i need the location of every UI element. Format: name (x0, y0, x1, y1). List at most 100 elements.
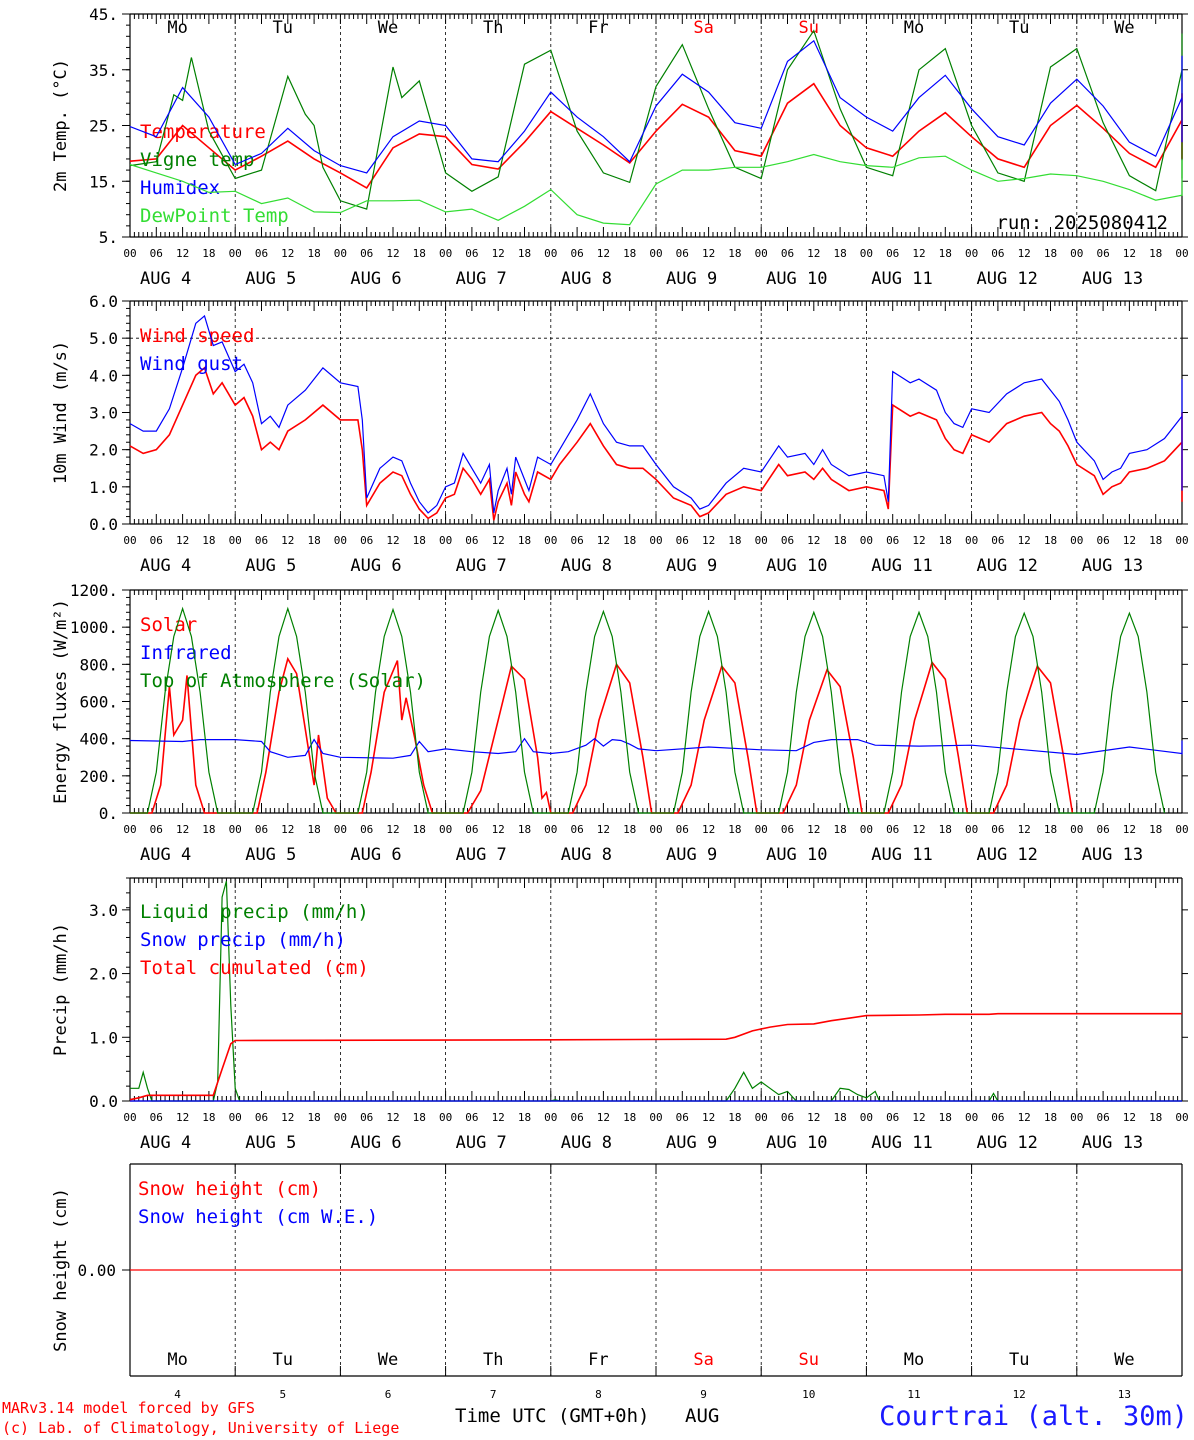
hour-tick-label: 18 (1044, 534, 1057, 547)
legend-entry: Vigne temp (140, 149, 254, 171)
hour-tick-label: 00 (649, 1111, 662, 1124)
date-label: AUG 12 (976, 1133, 1037, 1153)
y-tick-label: 15. (89, 172, 118, 191)
hour-tick-label: 12 (492, 534, 505, 547)
hour-tick-label: 12 (281, 1111, 294, 1124)
hour-tick-label: 12 (386, 534, 399, 547)
hour-tick-label: 18 (307, 1111, 320, 1124)
hour-tick-label: 06 (360, 1111, 373, 1124)
hour-tick-label: 00 (755, 1111, 768, 1124)
day-number: 4 (174, 1388, 181, 1401)
hour-tick-label: 00 (229, 1111, 242, 1124)
y-tick-label: 0.0 (89, 515, 118, 534)
day-name: Tu (1009, 1350, 1029, 1370)
date-label: AUG 9 (666, 556, 717, 576)
hour-tick-label: 06 (570, 534, 583, 547)
day-number: 9 (700, 1388, 707, 1401)
hour-tick-label: 06 (255, 823, 268, 836)
legend-entry: Snow height (cm W.E.) (138, 1206, 378, 1228)
day-number: 5 (279, 1388, 286, 1401)
day-name: Su (799, 18, 819, 38)
y-tick-label: 1000. (70, 618, 118, 637)
hour-tick-label: 06 (1096, 534, 1109, 547)
y-tick-label: 2.0 (89, 965, 118, 984)
hour-tick-label: 06 (150, 823, 163, 836)
hour-tick-label: 06 (991, 823, 1004, 836)
date-label: AUG 13 (1082, 269, 1143, 289)
hour-tick-label: 12 (176, 534, 189, 547)
hour-tick-label: 18 (939, 247, 952, 260)
y-tick-label: 6.0 (89, 292, 118, 311)
hour-tick-label: 06 (570, 1111, 583, 1124)
hour-tick-label: 18 (1149, 823, 1162, 836)
hour-tick-label: 00 (439, 534, 452, 547)
hour-tick-label: 00 (649, 823, 662, 836)
day-name: Tu (1009, 18, 1029, 38)
date-label: AUG 5 (245, 845, 296, 865)
date-label: AUG 9 (666, 269, 717, 289)
hour-tick-label: 18 (1149, 534, 1162, 547)
y-tick-label: 600. (79, 693, 118, 712)
hour-tick-label: 00 (1175, 823, 1188, 836)
date-label: AUG 7 (456, 845, 507, 865)
hour-tick-label: 00 (334, 247, 347, 260)
date-label: AUG 10 (766, 1133, 827, 1153)
y-tick-label: 3.0 (89, 901, 118, 920)
day-name: Tu (273, 1350, 293, 1370)
day-number: 11 (907, 1388, 920, 1401)
hour-tick-label: 18 (728, 247, 741, 260)
hour-tick-label: 00 (649, 534, 662, 547)
hour-tick-label: 12 (492, 823, 505, 836)
day-name: Mo (167, 1350, 187, 1370)
hour-tick-label: 06 (360, 247, 373, 260)
hour-tick-label: 06 (676, 534, 689, 547)
hour-tick-label: 12 (702, 247, 715, 260)
hour-tick-label: 18 (623, 534, 636, 547)
hour-tick-label: 00 (544, 247, 557, 260)
hour-tick-label: 18 (413, 823, 426, 836)
footer-time-axis-label: Time UTC (GMT+0h) (455, 1405, 650, 1427)
hour-tick-label: 12 (281, 534, 294, 547)
date-label: AUG 4 (140, 1133, 191, 1153)
hour-tick-label: 00 (1070, 1111, 1083, 1124)
hour-tick-label: 12 (176, 1111, 189, 1124)
hour-tick-label: 18 (1044, 247, 1057, 260)
day-number: 6 (385, 1388, 392, 1401)
day-number: 7 (490, 1388, 497, 1401)
hour-tick-label: 06 (1096, 1111, 1109, 1124)
hour-tick-label: 00 (755, 247, 768, 260)
date-label: AUG 7 (456, 556, 507, 576)
legend-entry: Snow precip (mm/h) (140, 929, 346, 951)
legend-entry: Snow height (cm) (138, 1178, 321, 1200)
day-name: Mo (167, 18, 187, 38)
hour-tick-label: 12 (386, 247, 399, 260)
hour-tick-label: 00 (334, 534, 347, 547)
series-line-top-of-atmosphere-solar- (130, 606, 1166, 814)
hour-tick-label: 06 (991, 534, 1004, 547)
panel-temp: 5. 15. 25. 35. 45. 2m Temp. (°C) 00 06 12 18 00 06 1… (51, 5, 1189, 289)
hour-tick-label: 00 (229, 534, 242, 547)
panel-snow: 0.00 Snow height (cm) Mo Tu We Th Fr Sa Su Mo Tu We… (51, 1163, 1183, 1401)
hour-tick-label: 18 (413, 534, 426, 547)
day-name: Fr (588, 1350, 608, 1370)
hour-tick-label: 00 (860, 247, 873, 260)
date-label: AUG 7 (456, 1133, 507, 1153)
date-label: AUG 13 (1082, 1133, 1143, 1153)
date-label: AUG 11 (871, 1133, 932, 1153)
hour-tick-label: 12 (912, 247, 925, 260)
y-axis-label: 2m Temp. (°C) (51, 59, 71, 192)
hour-tick-label: 00 (123, 534, 136, 547)
hour-tick-label: 06 (255, 1111, 268, 1124)
hour-tick-label: 00 (544, 1111, 557, 1124)
hour-tick-label: 12 (597, 534, 610, 547)
hour-tick-label: 06 (255, 534, 268, 547)
series-line-humidex (129, 39, 1183, 174)
day-name: Th (483, 18, 503, 38)
hour-tick-label: 12 (597, 823, 610, 836)
date-label: AUG 12 (976, 269, 1037, 289)
legend-entry: Total cumulated (cm) (140, 957, 369, 979)
hour-tick-label: 18 (728, 534, 741, 547)
hour-tick-label: 12 (702, 534, 715, 547)
hour-tick-label: 06 (886, 823, 899, 836)
date-label: AUG 6 (350, 1133, 401, 1153)
